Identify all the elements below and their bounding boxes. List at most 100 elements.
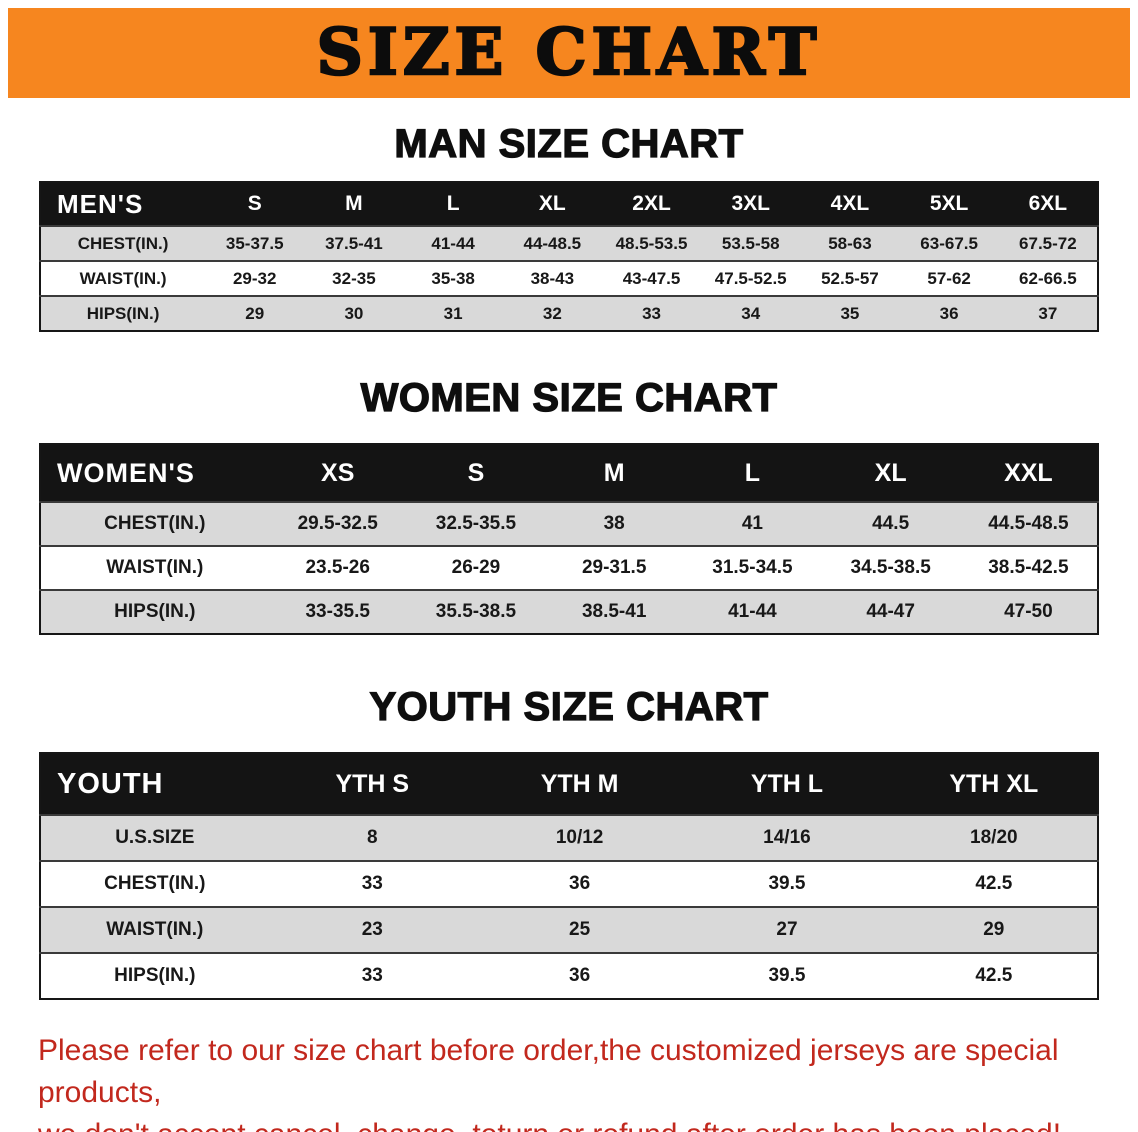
value-cell: 37: [1038, 303, 1058, 323]
size-header-cell: 5XL: [899, 182, 999, 226]
women-size-section: WOMEN SIZE CHART WOMEN'S XS S M L XL XXL CHEST(…: [0, 375, 1138, 635]
men-section-heading: MAN SIZE CHART: [394, 121, 744, 166]
size-header-cell: L: [403, 182, 503, 226]
size-header-cell: YTH M: [475, 753, 684, 815]
women-size-table: WOMEN'S XS S M L XL XXL CHEST(IN.) 29.5-32.5 32.5…: [39, 443, 1099, 635]
value-cell: 67.5-72: [1019, 233, 1077, 253]
value-cell: 10/12: [555, 827, 604, 848]
value-cell: 31: [443, 303, 463, 323]
value-cell: 14/16: [763, 827, 811, 848]
value-cell: 38: [603, 513, 625, 534]
value-cell: 18/20: [970, 827, 1018, 848]
size-header-cell: YTH XL: [890, 753, 1098, 815]
table-title-cell: WOMEN'S: [40, 444, 269, 502]
value-cell: 41: [741, 513, 763, 534]
row-label-cell: WAIST(IN.): [106, 557, 204, 578]
value-cell: 29.5-32.5: [297, 513, 378, 534]
youth-section-heading: YOUTH SIZE CHART: [369, 684, 769, 729]
value-cell: 47.5-52.5: [714, 268, 787, 288]
value-cell: 62-66.5: [1019, 268, 1077, 288]
disclaimer: Please refer to our size chart before or…: [38, 1030, 1112, 1132]
value-cell: 8: [366, 827, 378, 848]
measurement-row: HIPS(IN.) 33 36 39.5 42.5: [40, 953, 1098, 999]
value-cell: 33: [361, 873, 383, 894]
value-cell: 32.5-35.5: [435, 513, 517, 534]
size-header-cell: XL: [502, 182, 602, 226]
size-header-cell: M: [545, 444, 684, 502]
measurement-row: CHEST(IN.) 29.5-32.5 32.5-35.5 38 41 44.5 44.5…: [40, 502, 1098, 546]
value-cell: 44.5-48.5: [988, 513, 1069, 534]
title-banner: SIZE CHART: [8, 8, 1130, 98]
value-cell: 33: [642, 303, 661, 323]
row-label-cell: CHEST(IN.): [77, 233, 169, 253]
value-cell: 35.5-38.5: [435, 601, 517, 622]
women-section-heading: WOMEN SIZE CHART: [360, 375, 778, 420]
measurement-row: CHEST(IN.) 33 36 39.5 42.5: [40, 861, 1098, 907]
size-header-cell: XL: [821, 444, 960, 502]
measurement-row: WAIST(IN.) 23.5-26 26-29 29-31.5 31.5-34.5 34…: [40, 546, 1098, 590]
size-header-cell: S: [406, 444, 546, 502]
measurement-row: WAIST(IN.) 23 25 27 29: [40, 907, 1098, 953]
measurement-row: U.S.SIZE 8 10/12 14/16 18/20: [40, 815, 1098, 861]
value-cell: 41-44: [728, 601, 777, 622]
value-cell: 33: [361, 965, 383, 986]
youth-size-table: YOUTH YTH S YTH M YTH L YTH XL U.S.SIZE 8 10/12…: [39, 752, 1099, 1000]
value-cell: 63-67.5: [920, 233, 978, 253]
value-cell: 23.5-26: [305, 557, 370, 578]
value-cell: 32: [542, 303, 562, 323]
value-cell: 30: [344, 303, 364, 323]
size-header-cell: YTH L: [683, 753, 891, 815]
size-header-cell: YTH S: [268, 753, 476, 815]
table-header-row: MEN'S S M L XL 2XL 3XL 4XL 5XL 6XL: [40, 182, 1098, 226]
value-cell: 48.5-53.5: [615, 233, 688, 253]
row-label-cell: WAIST(IN.): [106, 919, 204, 940]
value-cell: 34: [741, 303, 761, 323]
men-size-section: MAN SIZE CHART MEN'S S M L XL 2XL 3XL 4XL 5XL 6XL…: [0, 121, 1138, 332]
value-cell: 44.5: [872, 513, 910, 534]
value-cell: 37.5-41: [325, 233, 383, 253]
value-cell: 35: [840, 303, 860, 323]
value-cell: 38.5-42.5: [988, 557, 1069, 578]
size-header-cell: 4XL: [800, 182, 900, 226]
value-cell: 29-32: [232, 268, 277, 288]
disclaimer-line: Please refer to our size chart before or…: [38, 1034, 1059, 1109]
value-cell: 29-31.5: [581, 557, 647, 578]
table-header-row: YOUTH YTH S YTH M YTH L YTH XL: [40, 753, 1098, 815]
row-label-cell: CHEST(IN.): [104, 513, 206, 534]
size-header-cell: XXL: [959, 444, 1098, 502]
table-title-cell: YOUTH: [40, 753, 269, 815]
table-header-row: WOMEN'S XS S M L XL XXL: [40, 444, 1098, 502]
value-cell: 36: [569, 965, 591, 986]
size-header-cell: XS: [268, 444, 407, 502]
value-cell: 23: [361, 919, 383, 940]
value-cell: 58-63: [828, 233, 872, 253]
value-cell: 44-48.5: [523, 233, 582, 253]
value-cell: 27: [776, 919, 798, 940]
value-cell: 43-47.5: [622, 268, 681, 288]
value-cell: 39.5: [768, 965, 806, 986]
youth-size-section: YOUTH SIZE CHART YOUTH YTH S YTH M YTH L YTH…: [0, 684, 1138, 1000]
page-title: SIZE CHART: [315, 15, 822, 90]
size-header-cell: 3XL: [701, 182, 801, 226]
value-cell: 31.5-34.5: [712, 557, 793, 578]
value-cell: 36: [939, 303, 959, 323]
value-cell: 29: [245, 303, 265, 323]
value-cell: 44-47: [866, 601, 915, 622]
value-cell: 36: [569, 873, 591, 894]
measurement-row: CHEST(IN.) 35-37.5 37.5-41 41-44 44-48.5 48.5…: [40, 226, 1098, 261]
size-header-cell: L: [683, 444, 822, 502]
measurement-row: HIPS(IN.) 29 30 31 32 33 34 35 36 37: [40, 296, 1098, 331]
value-cell: 57-62: [927, 268, 971, 288]
table-title-cell: MEN'S: [40, 182, 206, 226]
value-cell: 42.5: [975, 873, 1013, 894]
value-cell: 34.5-38.5: [850, 557, 931, 578]
size-header-cell: 6XL: [998, 182, 1098, 226]
value-cell: 39.5: [768, 873, 806, 894]
value-cell: 53.5-58: [721, 233, 780, 253]
row-label-cell: U.S.SIZE: [115, 827, 195, 848]
row-label-cell: HIPS(IN.): [114, 601, 196, 622]
size-header-cell: S: [205, 182, 305, 226]
value-cell: 52.5-57: [821, 268, 879, 288]
men-size-table: MEN'S S M L XL 2XL 3XL 4XL 5XL 6XL CHEST(IN.) 35-37…: [39, 181, 1099, 332]
value-cell: 41-44: [431, 233, 475, 253]
